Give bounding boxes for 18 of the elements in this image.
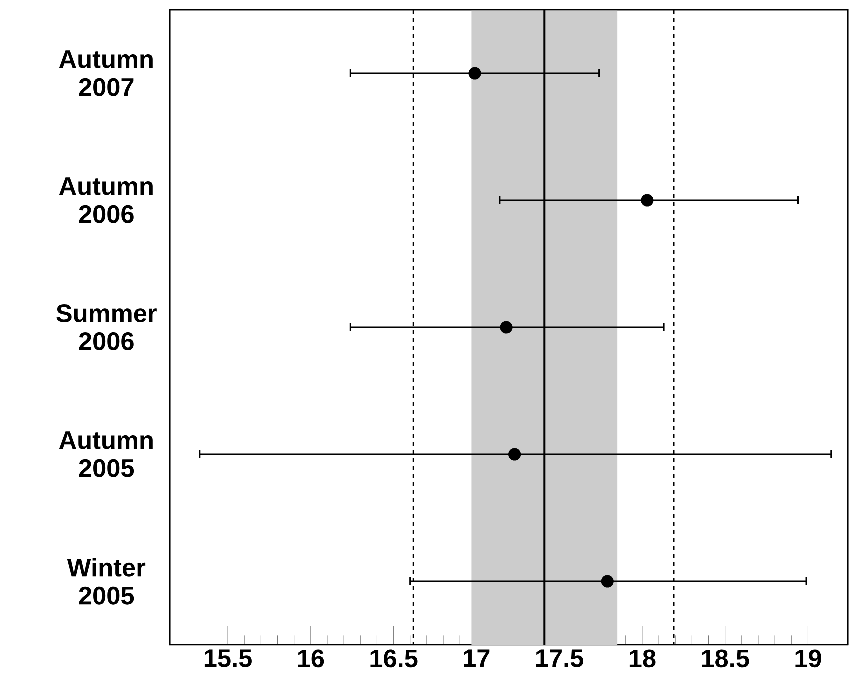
x-tick-label: 16.5	[370, 650, 418, 668]
y-tick-label: Winter 2005	[67, 558, 146, 605]
point	[508, 448, 522, 461]
y-tick-label: Autumn 2006	[59, 178, 153, 224]
x-tick-label: 19	[796, 650, 822, 668]
y-tick-label: Autumn 2005	[59, 432, 153, 478]
point	[601, 575, 614, 588]
point	[641, 194, 654, 207]
x-tick-label: 17.5	[536, 650, 584, 668]
x-tick-label: 17	[464, 650, 490, 668]
y-tick-label: Autumn 2007	[59, 50, 153, 96]
x-tick-label: 16	[298, 650, 324, 668]
x-tick-label: 15.5	[204, 650, 252, 668]
point	[500, 321, 513, 334]
y-tick-label: Summer 2006	[56, 304, 157, 350]
x-tick-label: 18	[630, 650, 656, 668]
x-tick-label: 18.5	[702, 650, 750, 668]
point	[468, 67, 482, 80]
